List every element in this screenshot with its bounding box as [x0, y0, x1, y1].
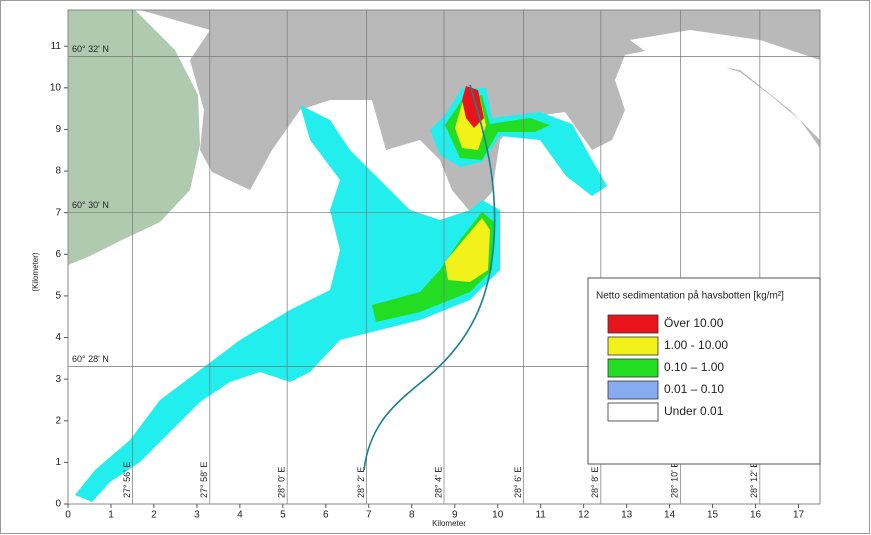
legend-label: Över 10.00 — [664, 316, 724, 330]
x-tick-label: 1 — [108, 510, 114, 521]
legend-label: 1.00 - 10.00 — [664, 338, 728, 352]
x-tick-label: 3 — [194, 510, 200, 521]
sediment-green — [372, 212, 494, 322]
x-tick-label: 4 — [237, 510, 243, 521]
plot-frame — [67, 9, 821, 505]
x-tick-label: 2 — [151, 510, 157, 521]
ship-track — [363, 84, 496, 471]
x-axis-label: Kilometer — [432, 519, 466, 528]
legend-label: 0.01 – 0.10 — [664, 382, 724, 396]
x-tick-label: 12 — [578, 510, 590, 521]
y-tick-label: 9 — [55, 124, 61, 135]
x-tick-label: 10 — [492, 510, 504, 521]
y-tick-label: 11 — [51, 41, 62, 52]
x-tick-label: 13 — [621, 510, 633, 521]
longitude-label: 28° 12' E — [749, 462, 759, 498]
island — [630, 30, 820, 140]
sediment — [75, 86, 607, 502]
protected-area — [68, 10, 200, 265]
longitude-label: 27° 56' E — [122, 462, 132, 498]
latitude-label: 60° 28' N — [72, 354, 109, 364]
latitude-label: 60° 32' N — [72, 44, 109, 54]
x-tick-label: 6 — [323, 510, 329, 521]
longitude-label: 28° 6' E — [513, 467, 523, 498]
y-tick-label: 0 — [55, 499, 61, 510]
y-tick-label: 1 — [55, 457, 61, 468]
y-tick-label: 8 — [55, 166, 61, 177]
y-tick-label: 4 — [55, 332, 61, 343]
x-tick-label: 0 — [65, 510, 71, 521]
x-tick-label: 15 — [707, 510, 719, 521]
y-tick-label: 6 — [55, 249, 61, 260]
y-axis-label: (Kilometer) — [31, 252, 40, 291]
x-tick-label: 11 — [535, 510, 546, 521]
x-tick-label: 9 — [452, 510, 458, 521]
x-tick-label: 7 — [366, 510, 372, 521]
legend-swatch — [607, 358, 659, 378]
legend-items: Över 10.00 1.00 - 10.00 0.10 – 1.00 0.01 – … — [607, 314, 728, 422]
legend-swatch — [607, 380, 659, 400]
x-tick-label: 14 — [664, 510, 676, 521]
legend-swatch — [607, 336, 659, 356]
longitude-label: 28° 10' E — [670, 462, 680, 498]
longitude-label: 28° 8' E — [590, 467, 600, 498]
x-tick-label: 16 — [750, 510, 762, 521]
longitude-label: 28° 4' E — [433, 467, 443, 498]
sediment-red — [462, 86, 484, 128]
legend-label: 0.10 – 1.00 — [664, 360, 724, 374]
sediment-cyan — [75, 105, 500, 502]
y-tick-label: 3 — [55, 374, 61, 385]
legend-label: Under 0.01 — [664, 404, 724, 418]
longitude-label: 28° 2' E — [356, 467, 366, 498]
x-tick-label: 5 — [280, 510, 286, 521]
longitude-label: 27° 58' E — [199, 462, 209, 498]
x-tick-label: 8 — [409, 510, 415, 521]
latitude-label: 60° 30' N — [72, 200, 109, 210]
y-tick-label: 5 — [55, 291, 61, 302]
y-tick-label: 7 — [55, 207, 61, 218]
legend-title: Netto sedimentation på havsbotten [kg/m²… — [596, 290, 784, 302]
y-tick-label: 2 — [55, 415, 61, 426]
legend-swatch — [607, 314, 659, 334]
y-tick-label: 10 — [50, 82, 62, 93]
legend: Netto sedimentation på havsbotten [kg/m²… — [587, 277, 821, 465]
longitude-label: 28° 0' E — [277, 467, 287, 498]
legend-swatch — [607, 402, 659, 422]
x-tick-label: 17 — [793, 510, 805, 521]
sediment-yellow — [445, 218, 490, 282]
